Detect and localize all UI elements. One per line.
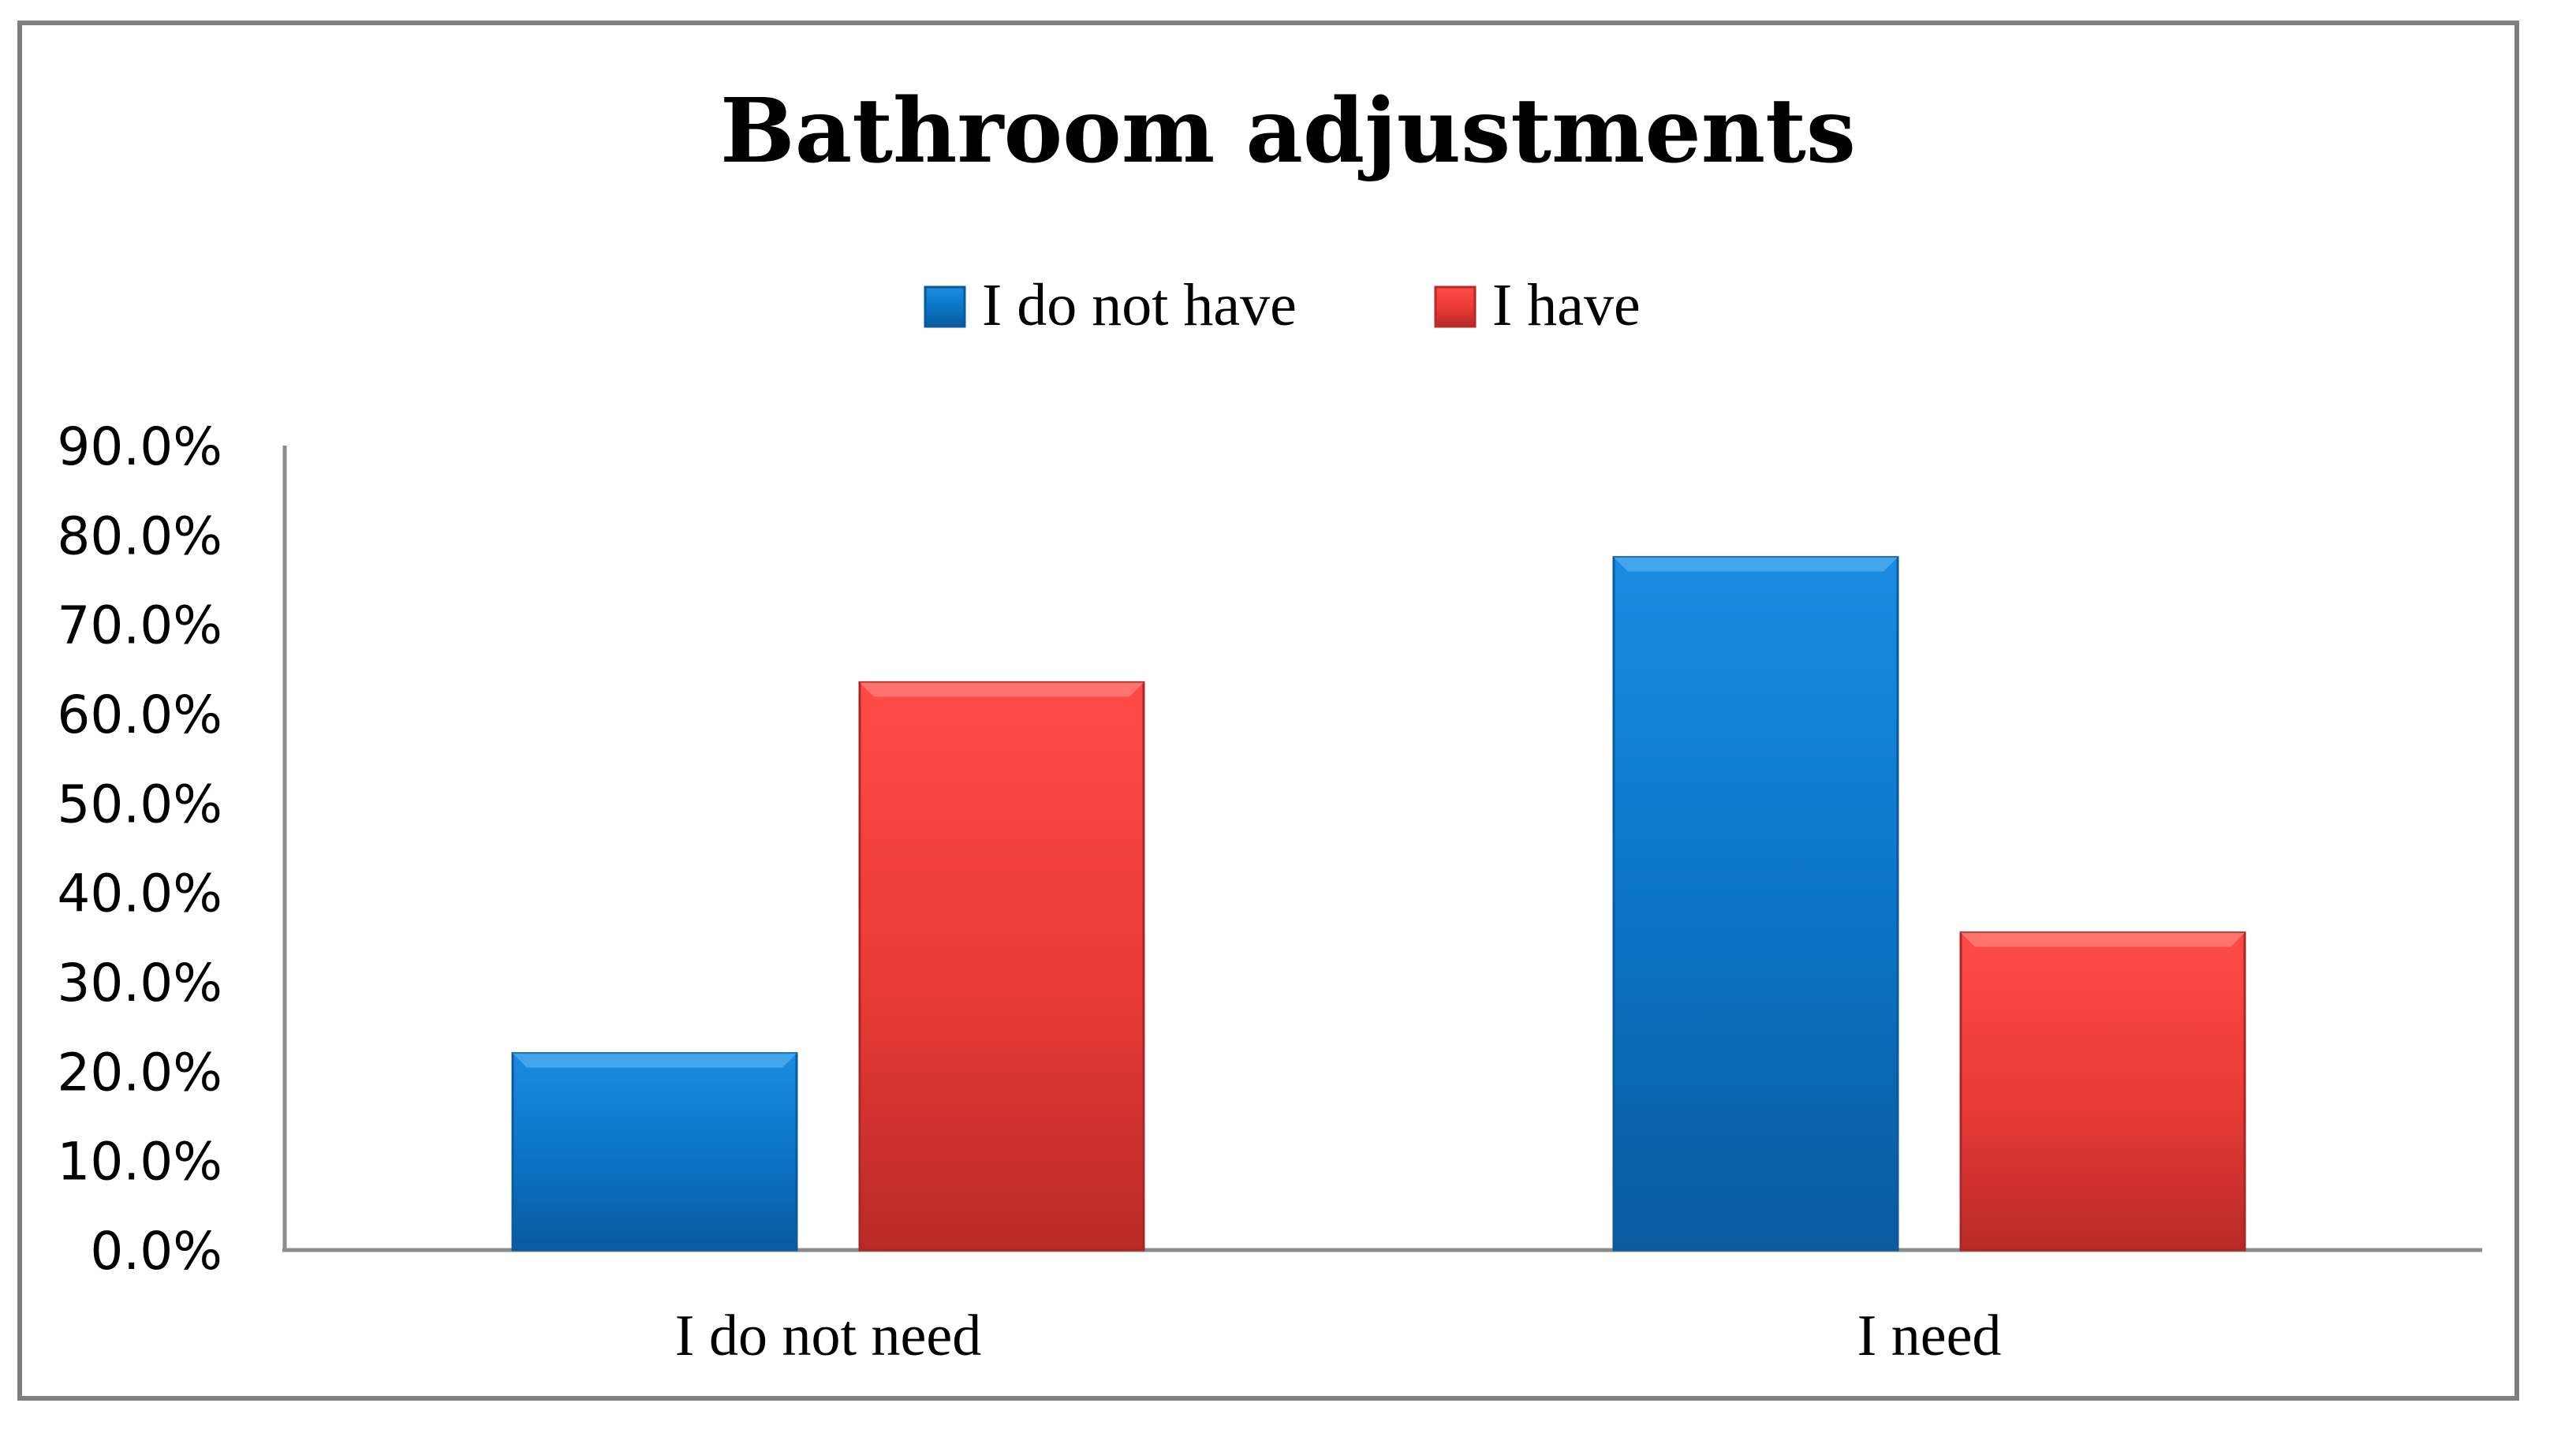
y-tick-label: 50.0% [57, 774, 222, 834]
legend-label-i-do-not-have: I do not have [982, 272, 1297, 338]
bars [511, 556, 2246, 1252]
y-tick-label: 90.0% [57, 416, 222, 477]
bar-bevel-i-do-not-have-i-need [1614, 557, 1898, 572]
y-tick-label: 10.0% [57, 1132, 222, 1192]
chart-title: Bathroom adjustments [720, 80, 1856, 183]
bar-bevel-i-do-not-have-i-do-not-need [513, 1053, 797, 1068]
bar-i-do-not-have-i-do-not-need [511, 1052, 798, 1252]
bar-bevel-i-have-i-need [1961, 932, 2245, 947]
x-axis-labels: I do not need I need [675, 1304, 2002, 1368]
legend-swatch-i-have [1434, 285, 1477, 328]
legend-swatch-i-do-not-have [924, 285, 966, 328]
bar-bevel-i-have-i-do-not-need [860, 682, 1144, 697]
y-tick-label: 70.0% [57, 595, 222, 656]
bar-i-have-i-do-not-need [858, 681, 1145, 1252]
y-tick-label: 40.0% [57, 864, 222, 924]
legend-label-i-have: I have [1492, 272, 1641, 338]
x-category-label: I do not need [675, 1304, 981, 1368]
y-tick-label: 80.0% [57, 506, 222, 566]
bar-i-do-not-have-i-need [1612, 556, 1899, 1252]
y-tick-label: 60.0% [57, 685, 222, 745]
y-axis: 0.0% 10.0% 20.0% 30.0% 40.0% 50.0% 60.0% 70.0% 8… [57, 416, 287, 1282]
y-tick-label: 20.0% [57, 1042, 222, 1103]
x-category-label: I need [1857, 1304, 2002, 1368]
bar-i-have-i-need [1959, 931, 2246, 1252]
y-tick-label: 0.0% [90, 1221, 222, 1282]
legend: I do not have I have [924, 272, 1641, 338]
y-tick-label: 30.0% [57, 953, 222, 1013]
